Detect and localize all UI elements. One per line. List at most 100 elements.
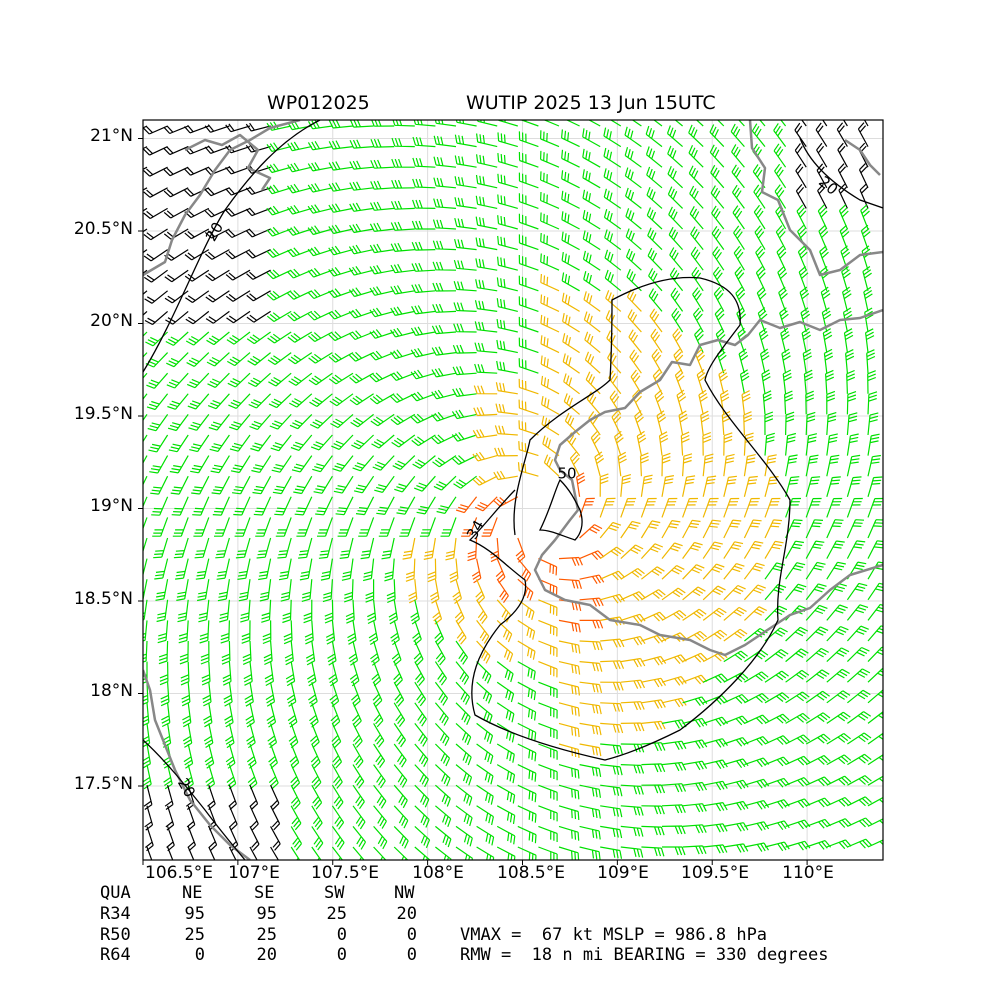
wind-barb — [843, 328, 854, 353]
wind-barb — [143, 434, 148, 443]
wind-barb — [461, 517, 478, 537]
wind-barb — [867, 732, 883, 745]
wind-barb — [604, 249, 622, 271]
wind-barb — [434, 120, 457, 127]
wind-barb — [558, 556, 583, 566]
wind-barb — [390, 306, 415, 316]
wind-barb — [328, 182, 354, 192]
wind-barb — [455, 722, 472, 746]
wind-barb — [620, 657, 646, 668]
wind-barb — [143, 187, 168, 198]
wind-barb — [373, 805, 387, 829]
wind-barb — [355, 496, 375, 516]
wind-barb — [543, 120, 560, 127]
wind-barb — [291, 455, 313, 473]
wind-barb — [225, 743, 236, 769]
wind-barb — [579, 846, 601, 860]
wind-barb — [388, 599, 398, 625]
wind-barb — [143, 166, 148, 171]
wind-barb — [517, 558, 532, 582]
wind-barb — [702, 519, 721, 539]
wind-barb — [435, 805, 452, 828]
wind-barb — [410, 326, 436, 336]
wind-barb — [867, 370, 877, 394]
wind-barb — [496, 722, 515, 743]
wind-barb — [496, 702, 515, 723]
coastline-nw-islands — [184, 133, 272, 191]
wind-barb — [175, 558, 189, 580]
wind-barb — [682, 630, 707, 642]
wind-barb — [674, 369, 685, 395]
wind-barb — [311, 764, 322, 790]
wind-barb — [805, 540, 825, 559]
wind-barb — [200, 640, 210, 665]
wind-barb — [495, 558, 506, 584]
wind-barb — [328, 372, 354, 385]
wind-barb — [688, 124, 704, 148]
lon-label-110: 110°E — [782, 863, 834, 883]
wind-barb — [858, 163, 869, 189]
wind-barb — [399, 517, 416, 537]
wind-barb — [311, 805, 323, 830]
wind-contours — [143, 120, 883, 860]
wind-barb — [774, 184, 787, 209]
wind-barb — [640, 474, 653, 497]
wind-barb — [614, 430, 624, 456]
wind-barb — [846, 582, 868, 601]
wind-barb — [249, 826, 260, 851]
wind-barb — [245, 122, 271, 132]
wind-barb — [348, 244, 374, 255]
wind-barb — [764, 497, 781, 518]
wind-barb — [703, 738, 728, 748]
wind-barb — [288, 723, 299, 749]
wind-barb — [358, 517, 375, 537]
wind-barb — [764, 562, 786, 580]
wind-barb — [147, 414, 169, 432]
wind-barb — [266, 163, 292, 174]
wind-barb — [146, 846, 153, 860]
wind-barb — [390, 349, 415, 360]
wind-barb — [518, 234, 539, 251]
wind-barb — [331, 826, 345, 851]
wind-barb — [562, 333, 580, 354]
wind-barb — [217, 579, 230, 602]
wind-barb — [369, 243, 395, 254]
wind-barb — [393, 764, 408, 788]
wind-barb — [365, 579, 375, 603]
wind-barb — [453, 475, 477, 489]
wind-barb — [186, 372, 210, 389]
wind-barb — [624, 126, 642, 148]
wind-barb — [785, 798, 811, 809]
wind-barb — [329, 682, 340, 707]
wind-barb — [816, 142, 828, 168]
wind-barb — [805, 433, 818, 456]
wind-barb — [195, 558, 210, 580]
wind-barb — [626, 289, 642, 312]
wind-barb — [805, 776, 831, 787]
wind-barb — [641, 699, 666, 709]
wind-barb — [165, 331, 189, 346]
wind-barb — [476, 702, 493, 724]
wind-barb — [716, 348, 727, 374]
lon-label-107: 107°E — [228, 863, 280, 883]
wind-barb — [496, 681, 515, 703]
wind-barb — [315, 496, 333, 516]
wind-barb — [309, 413, 333, 429]
wind-barb — [307, 162, 333, 172]
wind-barb — [561, 190, 580, 209]
wind-barb — [774, 163, 787, 189]
wind-barb — [433, 475, 457, 491]
wind-barb — [723, 584, 746, 601]
wind-barb — [184, 228, 210, 240]
wind-barb — [723, 843, 749, 853]
wind-barb — [609, 120, 622, 127]
wind-barb — [743, 454, 756, 477]
wind-barb — [445, 537, 457, 561]
wind-barb — [423, 537, 436, 560]
wind-barb — [645, 125, 663, 148]
wind-barb — [805, 519, 824, 539]
wind-barb — [776, 245, 787, 271]
wind-barb — [210, 455, 230, 474]
wind-barb — [682, 475, 696, 497]
wind-barb — [606, 330, 622, 354]
